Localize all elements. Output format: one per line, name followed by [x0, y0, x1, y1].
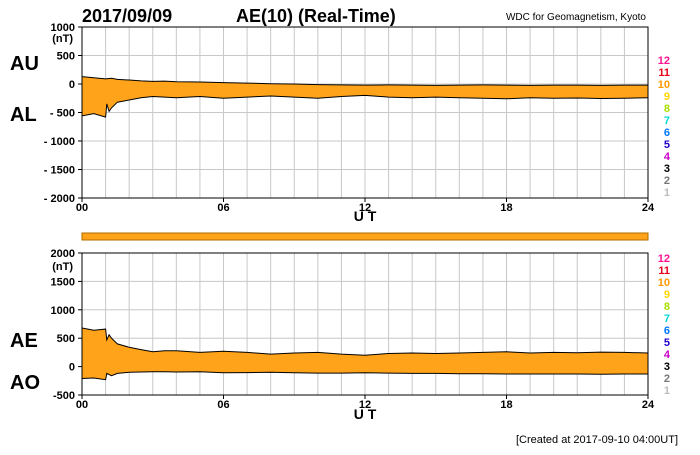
ae-ao-x-label: U T: [354, 406, 377, 422]
ae-ao-band: [82, 328, 648, 380]
ae-label: AE: [10, 330, 38, 352]
station-count-11: 11: [658, 265, 670, 277]
au-al-y-tick-label: - 500: [50, 108, 75, 120]
au-al-x-tick-label: 18: [500, 202, 512, 214]
station-count-2: 2: [664, 373, 670, 385]
ae-ao-area: [81, 327, 649, 381]
au-al-unit: (nT): [52, 33, 73, 45]
station-count-4: 4: [664, 349, 671, 361]
station-count-2: 2: [664, 175, 670, 187]
au-al-grid: [82, 27, 648, 198]
al-label: AL: [10, 104, 37, 126]
au-series-line: [81, 76, 648, 86]
station-count-6: 6: [664, 325, 670, 337]
ae-ao-y-tick-label: 0: [69, 362, 75, 374]
ae-ao-y-tick-label: 1000: [51, 305, 75, 317]
au-al-x-tick-label: 00: [76, 202, 88, 214]
station-count-1: 1: [664, 385, 670, 397]
ae-series-line: [81, 327, 649, 356]
au-al-x-axis: 00 06 12 18 24: [76, 198, 655, 214]
ae-ao-y-tick-label: 500: [57, 333, 75, 345]
created-timestamp: [Created at 2017-09-10 04:00UT]: [516, 434, 678, 446]
station-count-8: 8: [664, 103, 670, 115]
au-al-y-tick-label: 1000: [51, 22, 75, 34]
ae-ao-y-tick-label: 2000: [51, 248, 75, 260]
au-label: AU: [10, 53, 39, 75]
ae-ao-x-tick-label: 24: [642, 399, 655, 411]
station-count-1: 1: [664, 187, 670, 199]
au-al-y-tick-label: - 1000: [44, 136, 75, 148]
station-count-8: 8: [664, 301, 670, 313]
station-count-5: 5: [664, 139, 670, 151]
ae-ao-x-tick-label: 06: [217, 399, 229, 411]
data-source: WDC for Geomagnetism, Kyoto: [506, 12, 646, 23]
station-count-7: 7: [664, 115, 670, 127]
ao-label: AO: [10, 372, 40, 394]
station-count-11: 11: [658, 67, 670, 79]
station-count-10: 10: [658, 277, 670, 289]
au-al-y-tick-label: - 2000: [44, 193, 75, 205]
ae-ao-x-tick-label: 18: [500, 399, 512, 411]
au-al-y-axis: 1000 500 0 - 500 - 1000 - 1500 - 2000: [44, 22, 82, 205]
ae-ao-x-tick-label: 12: [359, 399, 371, 411]
ae-ao-x-tick-label: 00: [76, 399, 88, 411]
station-count-5: 5: [664, 337, 670, 349]
station-count-6: 6: [664, 127, 670, 139]
au-al-y-tick-label: 500: [57, 51, 75, 63]
au-al-x-label: U T: [354, 208, 377, 224]
station-count-12: 12: [658, 55, 670, 67]
au-al-x-tick-label: 12: [359, 202, 371, 214]
ae-ao-y-tick-label: -500: [53, 390, 75, 402]
ao-series-line: [81, 371, 648, 381]
plot-title: AE(10) (Real-Time): [236, 6, 396, 26]
station-count-12: 12: [658, 253, 670, 265]
ae-ao-unit: (nT): [52, 261, 73, 273]
ae-ao-y-axis: 2000 1500 1000 500 0 -500: [51, 248, 82, 402]
au-al-y-tick-label: 0: [69, 79, 75, 91]
al-series-line: [81, 94, 649, 118]
station-count-10: 10: [658, 79, 670, 91]
station-count-9: 9: [664, 289, 670, 301]
ae-ao-y-tick-label: 1500: [51, 276, 75, 288]
station-count-3: 3: [664, 361, 670, 373]
station-count-3: 3: [664, 163, 670, 175]
station-count-9: 9: [664, 91, 670, 103]
station-coverage-bar: [81, 232, 649, 241]
au-al-area: [81, 76, 649, 118]
au-al-y-tick-label: - 1500: [44, 165, 75, 177]
station-count-4: 4: [664, 151, 671, 163]
station-count-7: 7: [664, 313, 670, 325]
plot-date: 2017/09/09: [82, 6, 172, 26]
au-al-x-tick-label: 06: [217, 202, 229, 214]
au-al-band: [82, 76, 648, 118]
ae-ao-x-axis: 00 06 12 18 24: [76, 395, 655, 411]
au-al-x-tick-label: 24: [642, 202, 655, 214]
